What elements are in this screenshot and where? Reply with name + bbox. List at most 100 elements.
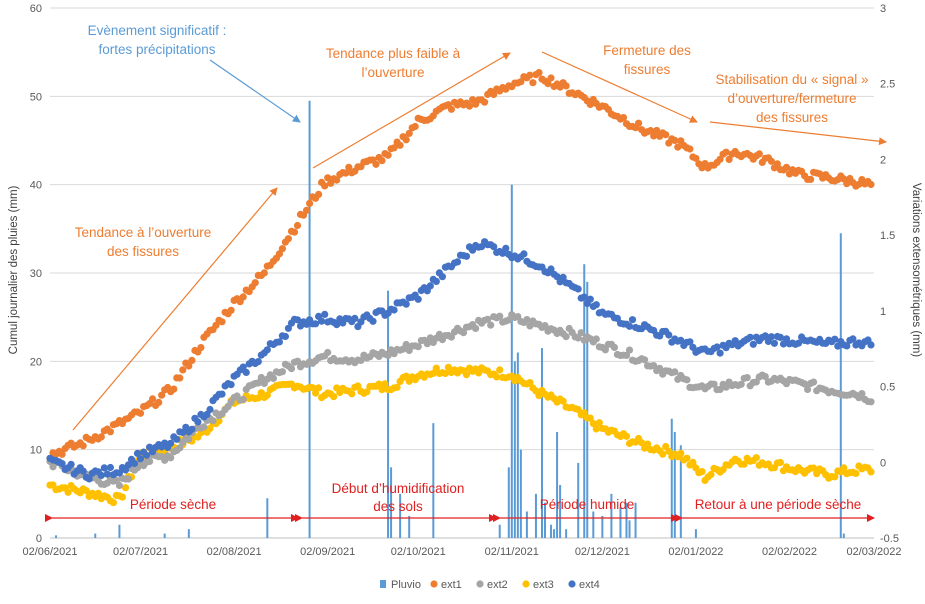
ext3-point [526,379,534,387]
ext2-point [293,357,302,365]
y-left-tick-label: 0 [36,533,42,545]
ext1-point [278,245,286,253]
legend-label: ext2 [487,579,508,591]
ext1-point [671,136,679,144]
ext4-point [580,293,588,301]
ext1-point [372,160,380,168]
ext3-point [375,380,383,388]
ext2-point [447,333,455,341]
ext4-point [58,460,66,468]
ext3-point [589,420,597,428]
y-right-tick-label: 1.5 [880,230,895,242]
ext4-point [592,301,600,309]
ext3-point [312,389,320,397]
ext4-point [849,335,857,343]
ext1-point [402,136,410,144]
ext4-point [713,343,721,351]
ext2-point [810,378,818,386]
x-tick-label: 02/09/2021 [300,546,355,558]
ext3-point [707,470,715,479]
ext3-point [315,384,323,392]
ext3-point [432,364,440,372]
ext3-point [309,384,317,392]
ext2-point [435,330,443,338]
annotation: Tendance plus faible à l’ouverture [326,46,461,80]
ext2-point [115,481,123,490]
ext2-point [641,356,649,364]
ext1-point [411,122,419,131]
x-tick-label: 02/03/2022 [846,546,901,558]
ext1-point [653,126,661,135]
ext4-point [318,317,326,325]
ext1-point [176,374,184,382]
legend: Pluvio ext1 ext2 ext3 ext4 [380,579,600,591]
ext4-point [333,321,341,329]
ext3-point [810,464,818,472]
ext4-point [242,368,250,376]
y-left-tick-label: 60 [30,3,42,15]
ext4-point [586,295,594,303]
ext2-point [124,475,133,483]
ext3-series [46,363,875,507]
ext4-point [281,332,289,341]
ext2-point [761,373,769,381]
ext4-point [867,341,875,349]
ext4-point [770,339,779,347]
ext2-point [867,398,875,406]
legend-label: Pluvio [391,579,421,591]
ext4-point [749,340,757,348]
ext1-point [384,151,392,159]
ext3-point [493,373,501,381]
pluvio-bar [556,432,559,538]
pluvio-bar [634,502,637,538]
pluvio-bar [187,529,190,538]
ext4-point [843,342,851,350]
x-tick-label: 02/06/2021 [22,546,77,558]
ext4-point [779,340,788,348]
ext1-point [58,450,66,458]
ext4-point [106,463,114,472]
ext1-point [315,190,323,198]
pluvio-bar [679,445,682,538]
ext3-point [330,393,338,401]
ext4-point [67,460,75,468]
pluvio-bar [519,449,522,538]
period-labels: Période sèche Début d’humidification des s… [130,481,861,514]
ext4-point [179,428,187,437]
ext2-point [801,380,809,388]
ext4-point [746,333,754,341]
y-right-tick-label: 0 [880,457,886,469]
annotation: Evènement significatif : fortes précipita… [88,23,227,57]
pluvio-bar [842,533,845,538]
y-axis-right-label: Variations extensométriques (mm) [910,183,922,357]
ext1-point [293,221,302,230]
ext4-point [761,332,769,340]
pluvio-bar [670,418,673,538]
pluvio-bar [550,524,553,538]
ext3-point [659,450,667,458]
pluvio-series [55,100,845,538]
y-right-tick-label: 3 [880,3,886,15]
ext3-point [393,383,401,391]
trend-arrows [72,51,887,431]
left-axis-ticks: 0 10 20 30 40 50 60 [30,3,42,545]
x-tick-label: 02/12/2021 [575,546,630,558]
y-right-tick-label: -0.5 [880,533,899,545]
ext2-point [804,385,812,394]
pluvio-bar [408,515,411,538]
pluvio-bar [540,348,543,538]
x-tick-label: 02/01/2022 [668,546,723,558]
ext1-point [324,174,332,182]
ext3-point [381,380,389,388]
pluvio-bar [565,529,568,538]
ext4-point [321,310,329,318]
ext4-point [284,324,292,332]
pluvio-bar [55,535,58,538]
ext2-point [209,417,217,425]
ext3-point [94,489,102,497]
ext2-point [257,373,265,382]
ext2-point [496,312,504,320]
pluvio-bar [592,511,595,538]
legend-item-ext2: ext2 [476,579,508,591]
ext4-series [46,238,875,483]
